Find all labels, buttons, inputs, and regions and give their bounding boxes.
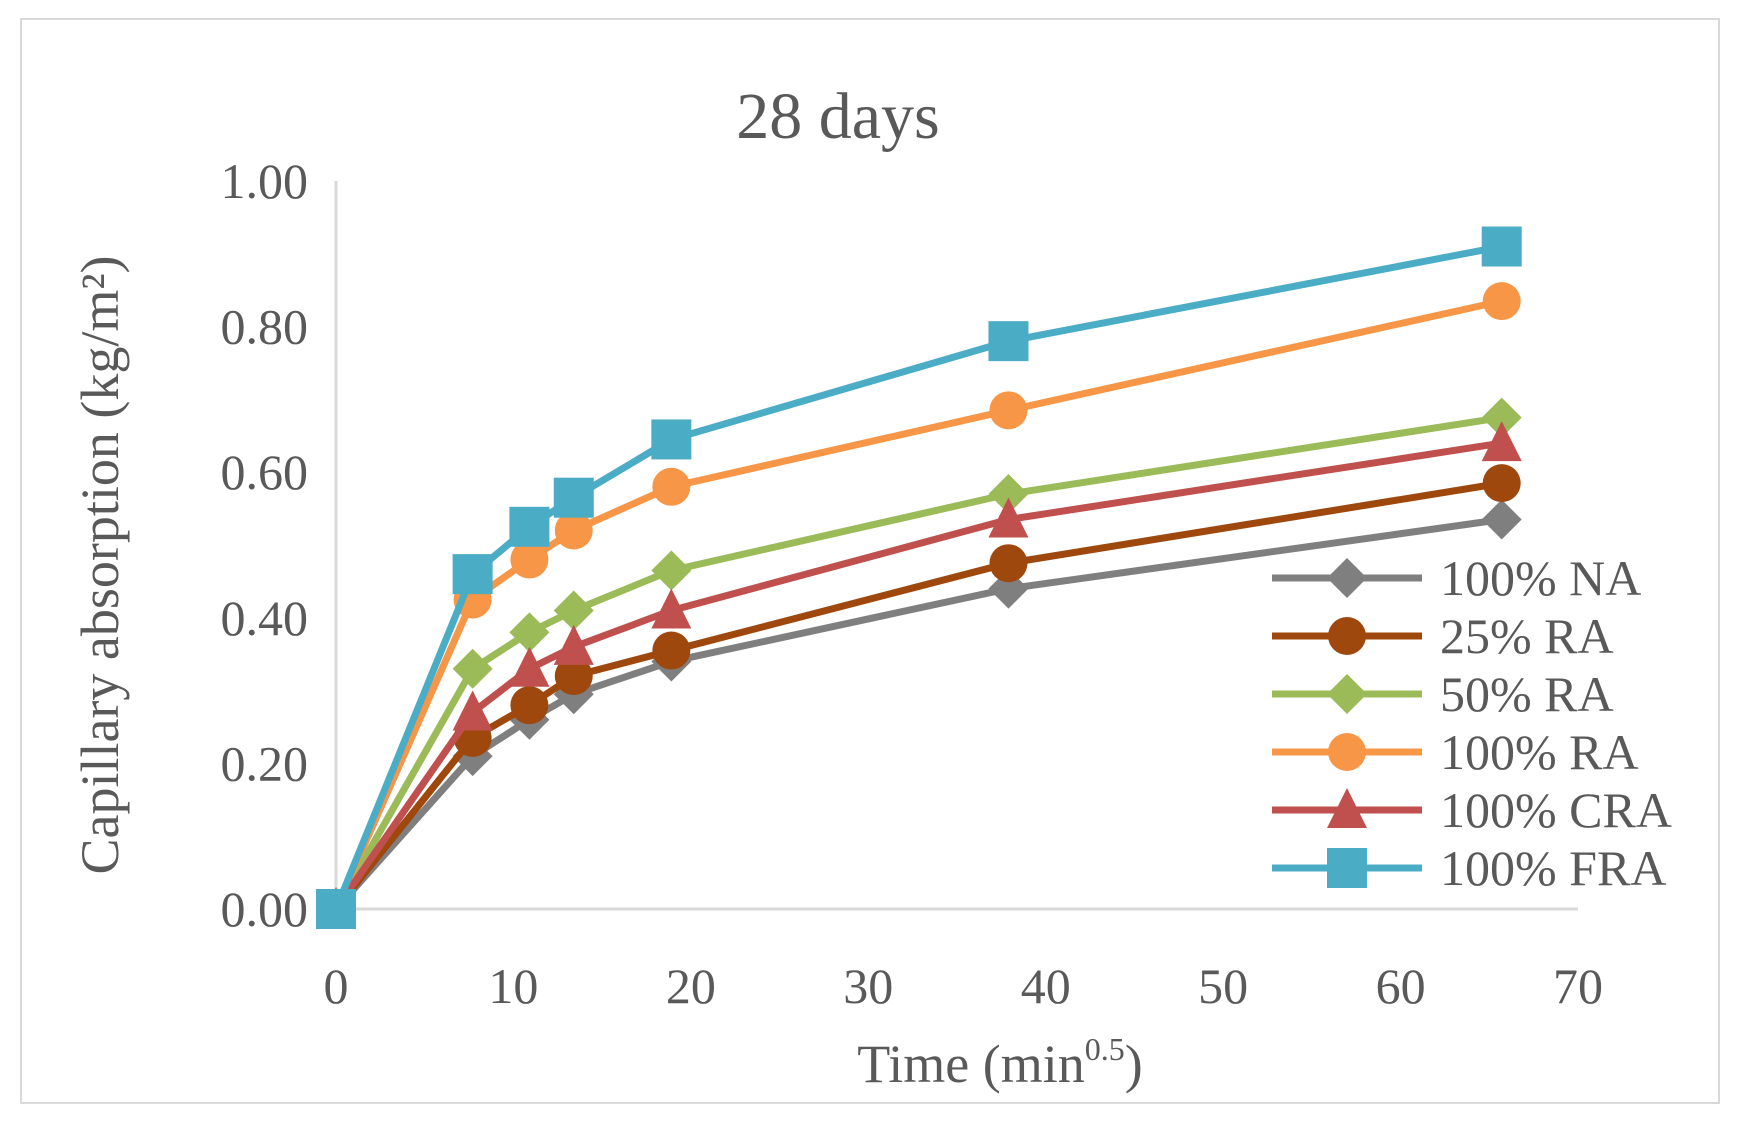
y-tick-label: 0.20 [221,735,309,791]
y-tick-label: 0.60 [221,444,309,500]
chart-frame [20,18,1720,1104]
legend-marker [1327,848,1367,888]
data-point [510,686,549,725]
x-tick-label: 30 [843,958,893,1014]
data-point [989,544,1028,583]
x-tick-label: 0 [324,958,349,1014]
legend-marker [1328,733,1366,771]
legend-entry: 100% FRA [1272,840,1666,896]
legend-label: 100% NA [1440,550,1641,606]
y-axis: 0.00 0.20 0.40 0.60 0.80 1.00 [221,153,338,937]
data-point [989,391,1028,430]
x-axis-label-superscript: 0.5 [1085,1031,1125,1067]
legend-marker [1327,558,1367,598]
legend-entry: 25% RA [1272,608,1614,664]
data-point [452,648,493,689]
data-point [1481,499,1522,540]
data-point [651,588,692,629]
legend-label: 100% CRA [1440,782,1672,838]
legend-marker [1328,617,1366,655]
data-point [988,497,1029,538]
data-point [988,474,1029,515]
x-tick-label: 60 [1376,958,1426,1014]
x-tick-label: 20 [666,958,716,1014]
legend-label: 100% FRA [1440,840,1666,896]
x-axis-label: Time (min0.5) [857,1031,1143,1094]
series-line [332,414,1503,911]
x-tick-label: 40 [1021,958,1071,1014]
x-axis: 0 10 20 30 40 50 60 70 [324,907,1603,1014]
y-tick-label: 1.00 [221,153,309,209]
y-tick-label: 0.80 [221,299,309,355]
legend-entry: 100% CRA [1272,782,1672,838]
y-tick-label: 0.00 [221,881,309,937]
data-point [652,467,691,506]
data-point [554,657,593,696]
x-tick-label: 70 [1553,958,1603,1014]
data-point [452,690,493,731]
data-point [553,624,594,665]
data-point [1481,421,1522,462]
data-point [1481,397,1522,438]
data-point [510,540,549,579]
series-100-fra [316,226,1522,929]
x-axis-label-end: ) [1125,1034,1143,1094]
legend-entry: 100% NA [1272,550,1641,606]
data-point [652,631,691,670]
data-point [553,477,594,518]
data-point [509,506,550,547]
legend-entry: 50% RA [1272,666,1614,722]
legend-marker [1327,674,1367,714]
y-axis-label: Capillary absorption (kg/m²) [70,255,130,874]
x-tick-label: 10 [488,958,538,1014]
chart-title: 28 days [736,80,939,153]
data-point [452,554,493,595]
legend-label: 25% RA [1440,608,1614,664]
x-tick-label: 50 [1198,958,1248,1014]
data-point [509,612,550,653]
data-point [1482,282,1521,321]
data-point [553,590,594,631]
data-point [509,646,550,687]
legend-marker [1327,788,1367,828]
legend-label: 100% RA [1440,724,1639,780]
y-tick-label: 0.40 [221,590,309,646]
data-point [1482,464,1521,503]
data-point [651,419,692,460]
data-point [988,321,1029,362]
legend-entry: 100% RA [1272,724,1639,780]
x-axis-label-main: Time (min [857,1034,1085,1094]
data-point [316,889,356,929]
legend-label: 50% RA [1440,666,1614,722]
data-point [651,550,692,591]
data-point [554,511,593,550]
series-group [316,226,1522,929]
data-point [1481,226,1522,267]
